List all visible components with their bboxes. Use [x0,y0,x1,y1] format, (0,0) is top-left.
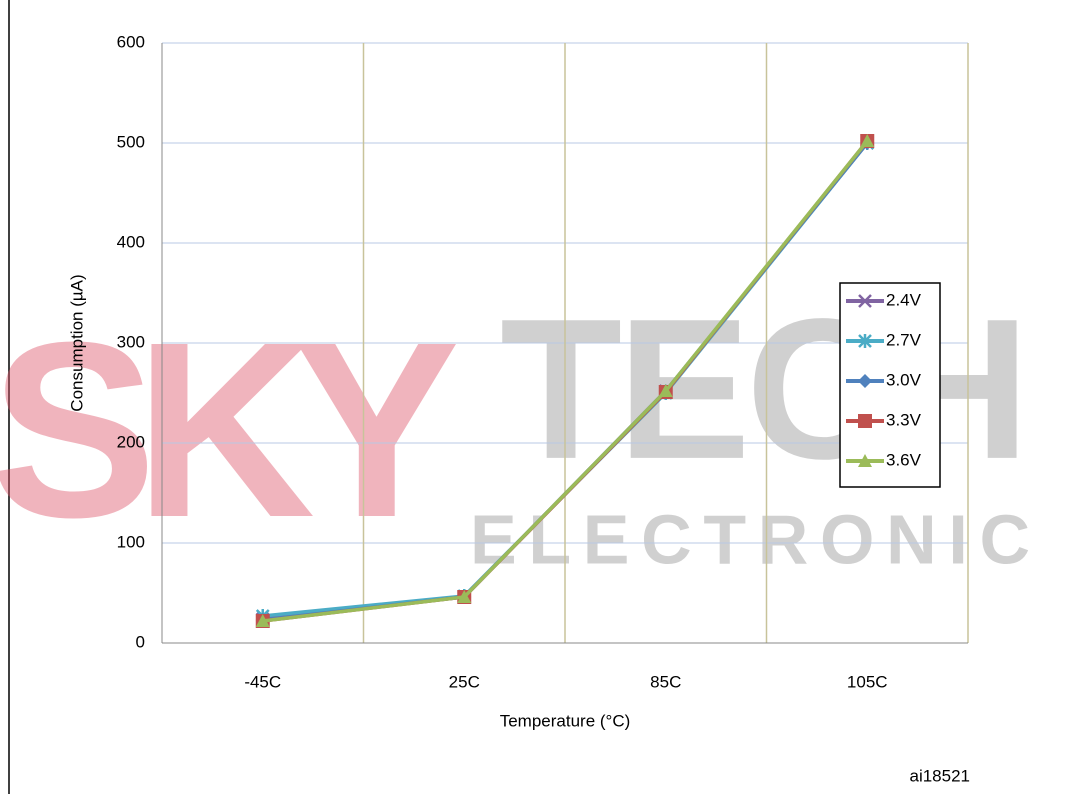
y-tick-label: 500 [117,132,145,151]
legend-label: 2.4V [886,290,922,309]
x-tick-label: 85C [650,672,681,691]
y-tick-label: 200 [117,432,145,451]
legend-marker [858,414,872,428]
watermark-text: ELECTRONIC [470,500,1030,578]
y-tick-label: 0 [136,632,145,651]
y-tick-label: 300 [117,332,145,351]
plot: 0 100 200 300 400 500 600 -45C 25C 85C 105C 2.4V 2.7… [117,32,969,691]
annotation: ai18521 [909,766,970,785]
legend-label: 2.7V [886,330,922,349]
x-axis-label: Temperature (°C) [500,711,631,730]
legend-marker [858,294,872,308]
y-tick-label: 600 [117,32,145,51]
data-point [658,384,673,397]
legend-marker [858,334,872,348]
y-tick-label: 100 [117,532,145,551]
x-tick-label: -45C [244,672,281,691]
data-point [457,590,472,603]
x-tick-label: 105C [847,672,888,691]
series-line [262,139,869,623]
legend-marker [858,374,872,388]
watermark-text: SKY [0,290,460,569]
watermark-text: TECH [500,278,1030,501]
y-tick-label: 400 [117,232,145,251]
legend-label: 3.0V [886,370,922,389]
legend-box [839,282,941,488]
legend-label: 3.3V [886,410,922,429]
data-point [860,134,875,147]
legend-label: 3.6V [886,450,922,469]
x-tick-label: 25C [449,672,480,691]
y-axis-label: Consumption (µA) [67,274,86,411]
data-point [255,614,270,627]
legend-marker [858,454,872,467]
